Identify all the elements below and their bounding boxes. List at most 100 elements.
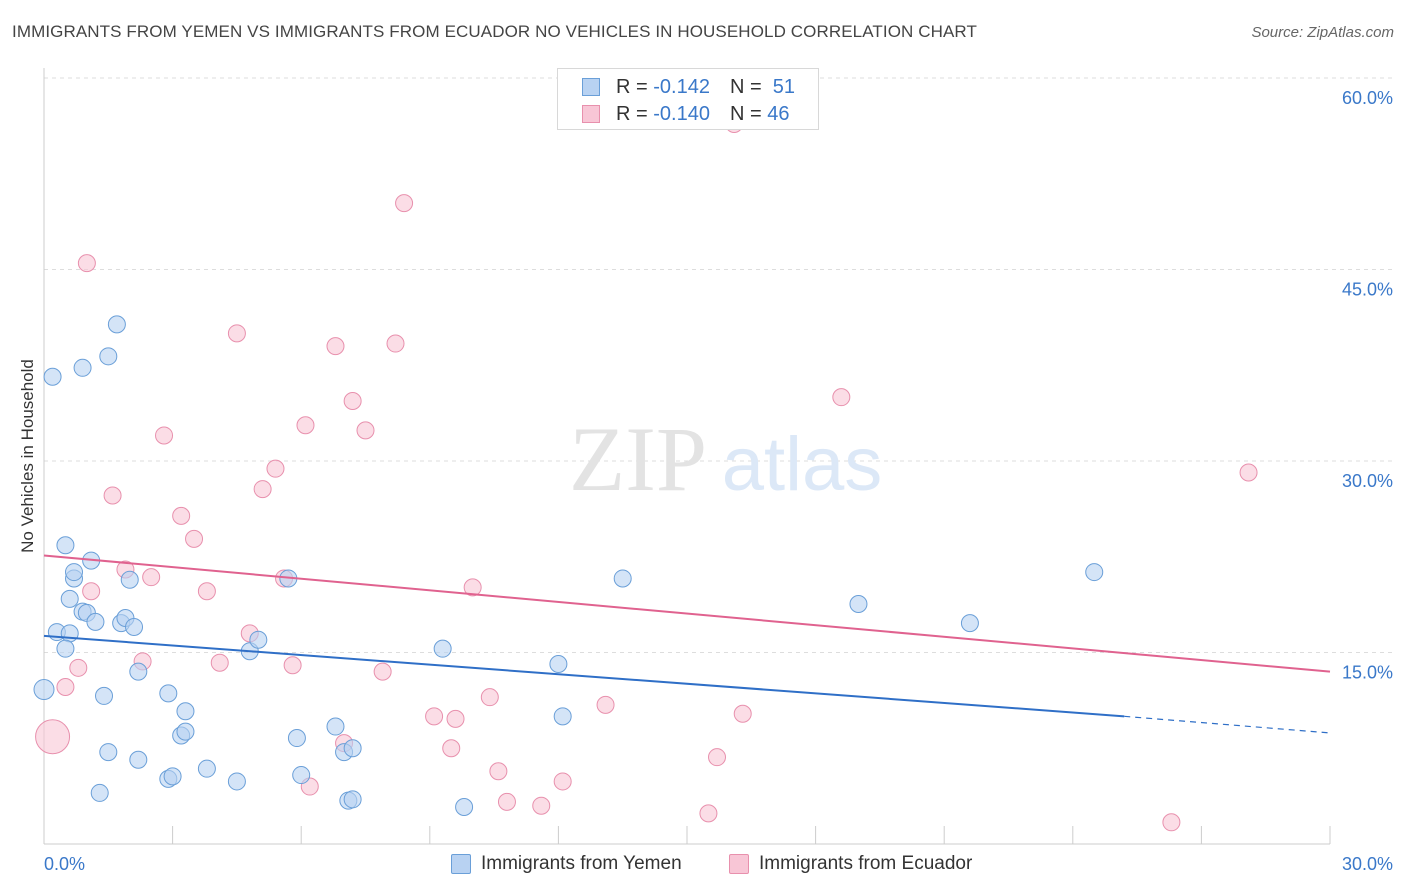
chart-title: IMMIGRANTS FROM YEMEN VS IMMIGRANTS FROM… (12, 22, 977, 41)
yemen-point (326, 717, 345, 736)
r-label: R = (616, 102, 648, 125)
watermark: ZIP atlas (569, 408, 882, 510)
ecuador-point (283, 656, 302, 675)
yemen-point (73, 358, 92, 377)
watermark-zip: ZIP (569, 408, 707, 510)
trend-lines (43, 554, 1331, 734)
r-label: R = (616, 75, 648, 98)
ecuador-point (497, 792, 516, 811)
legend-row-ecuador: R = -0.140 N = 46 (582, 102, 789, 126)
yemen-point (56, 536, 75, 555)
ecuador-point (699, 804, 718, 823)
y-tick-label: 30.0% (1342, 471, 1393, 491)
yemen-point (60, 589, 79, 608)
yemen-point (129, 750, 148, 769)
ecuador-point (103, 486, 122, 505)
yemen-point (163, 767, 182, 786)
legend-label-ecuador: Immigrants from Ecuador (759, 853, 973, 874)
ecuador-point (35, 719, 71, 755)
yemen-point (176, 722, 195, 741)
n-label: N = (729, 102, 762, 125)
ecuador-point (489, 762, 508, 781)
ecuador-point (155, 426, 174, 445)
yemen-point (455, 797, 474, 816)
ecuador-point (532, 796, 551, 815)
yemen-point (960, 614, 979, 633)
ecuador-point (480, 688, 499, 707)
yemen-point (56, 639, 75, 658)
r-value: -0.140 (653, 102, 710, 125)
ecuador-point (296, 416, 315, 435)
ecuador-point (69, 658, 88, 677)
ecuador-point (832, 388, 851, 407)
yemen-point (433, 639, 452, 658)
n-value: 51 (772, 75, 796, 98)
yemen-trend-extension (1124, 715, 1331, 734)
x-tick-label-min: 0.0% (44, 854, 85, 874)
y-tick-label: 45.0% (1342, 280, 1393, 300)
ecuador-point (356, 421, 375, 440)
legend-swatch-ecuador (729, 854, 749, 874)
ecuador-points (35, 114, 1258, 832)
yemen-point (60, 624, 79, 643)
y-tick-label: 60.0% (1342, 88, 1393, 108)
axes (43, 68, 1331, 845)
n-label: N = (729, 75, 762, 98)
ecuador-point (197, 582, 216, 601)
yemen-point (65, 563, 84, 582)
yemen-point (43, 367, 62, 386)
ecuador-point (1162, 813, 1181, 832)
yemen-point (197, 759, 216, 778)
yemen-points (33, 315, 1104, 816)
ecuador-point (596, 695, 615, 714)
ecuador-point (425, 707, 444, 726)
yemen-point (549, 654, 568, 673)
legend-label-yemen: Immigrants from Yemen (481, 853, 682, 874)
n-value: 46 (767, 102, 790, 125)
yemen-point (120, 570, 139, 589)
ecuador-point (343, 391, 362, 410)
yemen-point (99, 347, 118, 366)
ecuador-point (442, 739, 461, 758)
legend-item-yemen[interactable]: Immigrants from Yemen (451, 850, 682, 878)
legend-item-ecuador[interactable]: Immigrants from Ecuador (729, 850, 972, 878)
ecuador-point (185, 529, 204, 548)
source-label: Source: ZipAtlas.com (1251, 24, 1394, 41)
legend-swatch-ecuador (582, 105, 600, 123)
gridlines (44, 77, 1392, 653)
yemen-point (343, 790, 362, 809)
ecuador-point (82, 582, 101, 601)
legend-swatch-yemen (451, 854, 471, 874)
yemen-point (849, 594, 868, 613)
ecuador-point (142, 568, 161, 587)
watermark-atlas: atlas (722, 422, 883, 507)
yemen-point (287, 729, 306, 748)
yemen-point (159, 684, 178, 703)
ecuador-point (463, 578, 482, 597)
ecuador-point (553, 772, 572, 791)
x-tick-label-max: 30.0% (1342, 854, 1393, 874)
y-tick-label: 15.0% (1342, 663, 1393, 683)
yemen-point (95, 686, 114, 705)
yemen-point (553, 707, 572, 726)
yemen-point (343, 739, 362, 758)
ecuador-point (386, 334, 405, 353)
ecuador-point (172, 506, 191, 525)
ecuador-trend-line (43, 554, 1331, 673)
ecuador-point (1239, 463, 1258, 482)
yemen-point (292, 766, 311, 785)
yemen-point (125, 617, 144, 636)
yemen-trend-line (43, 634, 1125, 718)
ecuador-point (77, 254, 96, 273)
legend-row-yemen: R = -0.142 N = 51 (582, 75, 795, 99)
ecuador-point (56, 677, 75, 696)
yemen-point (129, 662, 148, 681)
ecuador-point (210, 653, 229, 672)
ecuador-point (266, 459, 285, 478)
yemen-point (227, 772, 246, 791)
yemen-point (99, 743, 118, 762)
yemen-point (107, 315, 126, 334)
ecuador-point (395, 194, 414, 213)
correlation-legend: R = -0.142 N = 51 R = -0.140 N = 46 (557, 68, 819, 130)
